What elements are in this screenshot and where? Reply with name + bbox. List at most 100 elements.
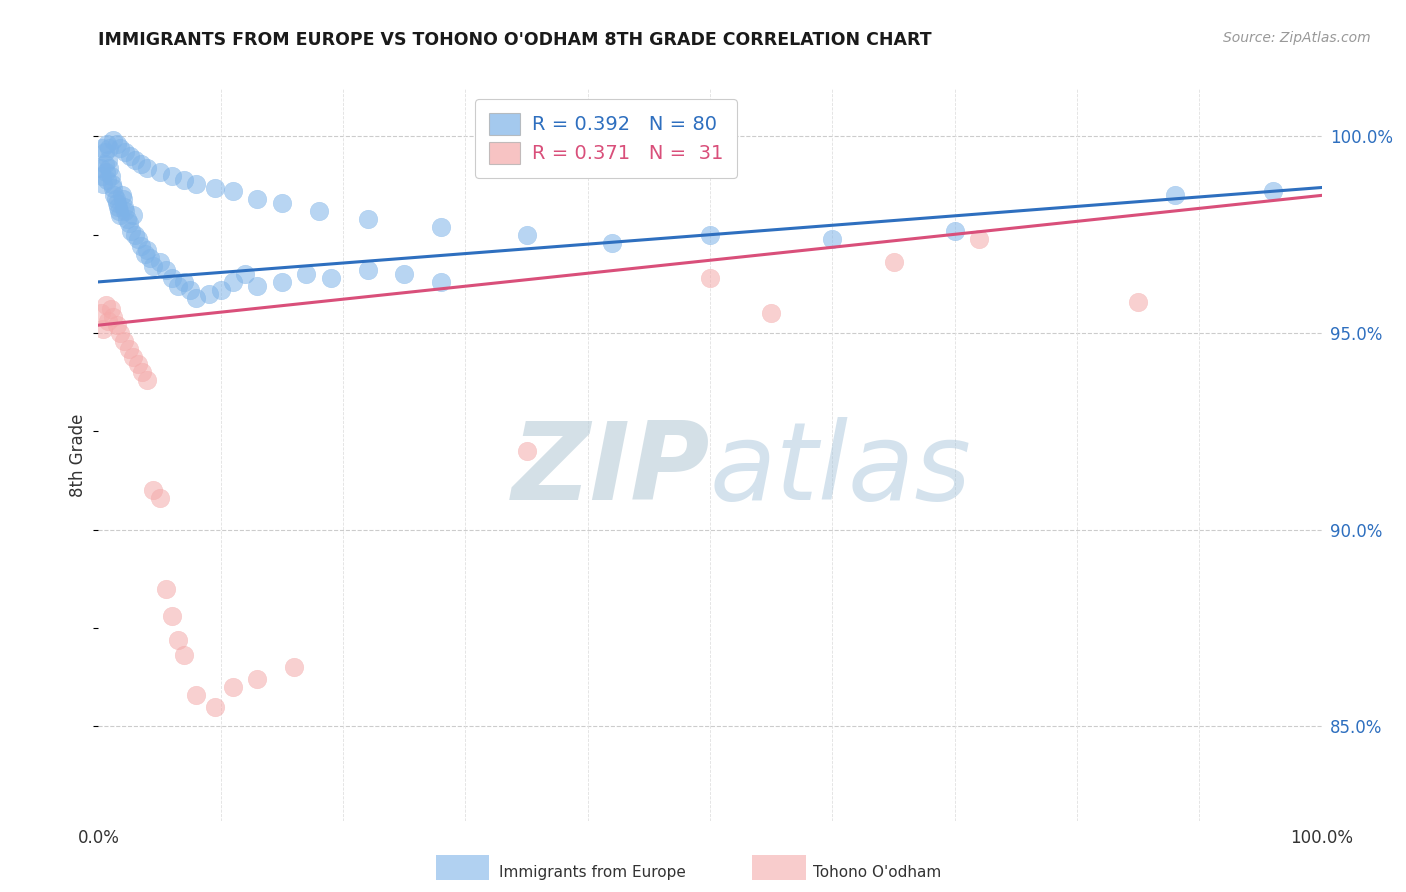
Point <box>112 200 135 214</box>
Point <box>515 227 537 242</box>
Point <box>91 169 114 183</box>
Point <box>209 283 232 297</box>
Point <box>173 275 195 289</box>
Point <box>204 180 226 194</box>
Point <box>283 660 305 674</box>
Point <box>1164 188 1187 202</box>
Point <box>91 322 114 336</box>
Point <box>97 314 120 328</box>
Point <box>91 177 114 191</box>
Point <box>100 169 122 183</box>
Point <box>107 200 129 214</box>
Text: Tohono O'odham: Tohono O'odham <box>813 865 941 880</box>
Point <box>103 188 125 202</box>
Point <box>101 180 124 194</box>
Point <box>600 235 623 250</box>
Point <box>149 491 172 505</box>
Point <box>110 326 132 340</box>
Point <box>127 358 149 372</box>
Point <box>155 582 177 596</box>
Point <box>111 188 134 202</box>
Point <box>186 177 208 191</box>
Point <box>129 239 152 253</box>
Point <box>167 278 190 293</box>
Point <box>93 157 115 171</box>
Point <box>160 609 183 624</box>
Point <box>967 232 990 246</box>
Point <box>392 267 416 281</box>
Point <box>149 255 172 269</box>
Point <box>131 365 153 379</box>
Point <box>98 161 121 175</box>
Point <box>246 672 269 686</box>
Point <box>136 244 159 258</box>
Text: Source: ZipAtlas.com: Source: ZipAtlas.com <box>1223 31 1371 45</box>
Point <box>124 227 146 242</box>
Point <box>94 165 117 179</box>
Point <box>943 224 966 238</box>
Point <box>96 137 118 152</box>
Point <box>118 342 141 356</box>
Point <box>222 275 245 289</box>
Point <box>197 286 219 301</box>
Point <box>699 227 721 242</box>
Point <box>246 278 269 293</box>
Point <box>97 153 120 167</box>
Point <box>179 283 201 297</box>
Point <box>115 211 138 226</box>
Point <box>356 263 378 277</box>
Point <box>139 252 162 266</box>
Point <box>699 271 721 285</box>
Point <box>821 232 844 246</box>
Point <box>136 161 159 175</box>
Point <box>105 318 128 333</box>
Point <box>124 153 146 167</box>
Point <box>308 204 330 219</box>
Point <box>90 161 112 175</box>
Point <box>186 291 208 305</box>
Point <box>96 172 118 186</box>
Point <box>204 699 226 714</box>
Point <box>160 169 183 183</box>
Point <box>105 196 128 211</box>
Point <box>101 310 124 325</box>
Point <box>105 137 128 152</box>
Point <box>142 259 165 273</box>
Point <box>134 247 156 261</box>
Point <box>129 157 152 171</box>
Point <box>90 306 112 320</box>
Point <box>270 196 294 211</box>
Point <box>270 275 294 289</box>
Point <box>112 334 135 348</box>
Point <box>110 208 132 222</box>
Point <box>233 267 256 281</box>
Text: atlas: atlas <box>710 417 972 522</box>
Point <box>136 373 159 387</box>
Point <box>515 444 537 458</box>
Point <box>155 263 177 277</box>
Point <box>94 298 117 312</box>
Point <box>101 177 124 191</box>
Point <box>120 224 142 238</box>
Point <box>118 216 141 230</box>
Point <box>111 192 134 206</box>
Point <box>1128 294 1150 309</box>
Point <box>114 204 136 219</box>
Point <box>101 133 124 147</box>
Point <box>149 165 172 179</box>
Point <box>121 208 143 222</box>
Point <box>110 141 132 155</box>
Point <box>356 211 378 226</box>
Point <box>186 688 208 702</box>
Legend: R = 0.392   N = 80, R = 0.371   N =  31: R = 0.392 N = 80, R = 0.371 N = 31 <box>475 99 737 178</box>
Point <box>104 192 127 206</box>
Point <box>160 271 183 285</box>
Point <box>883 255 905 269</box>
Point <box>295 267 318 281</box>
Point <box>100 302 122 317</box>
Point <box>430 275 453 289</box>
Point <box>761 306 783 320</box>
Point <box>93 145 115 160</box>
Point <box>173 648 195 663</box>
Point <box>173 172 195 186</box>
